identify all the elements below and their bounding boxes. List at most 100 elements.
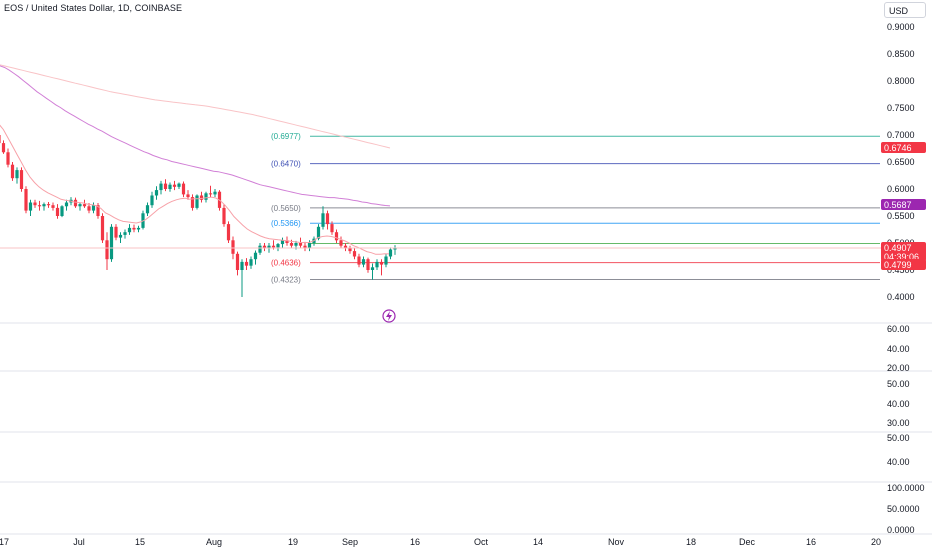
ema-badge-1-text: 0.6746: [884, 143, 912, 153]
candle-body: [181, 183, 186, 195]
candle-body: [132, 227, 136, 230]
candle-body: [276, 244, 280, 248]
candle-body: [199, 195, 204, 200]
candle-body: [100, 216, 105, 241]
candle-body: [46, 204, 51, 206]
candle-body: [393, 247, 397, 250]
candle-body: [168, 184, 172, 189]
candle-body: [118, 234, 123, 238]
lightning-icon: [386, 311, 392, 321]
candle-body: [280, 240, 285, 245]
candle-body: [253, 252, 258, 260]
time-axis-label: Dec: [739, 537, 756, 547]
ema-fast-line: [0, 124, 390, 255]
candle-body: [163, 183, 168, 189]
oscillator-pane-3-tick: 40.00: [887, 457, 910, 467]
replay-icon: [382, 309, 396, 323]
volume-pane-tick: 0.0000: [887, 525, 915, 535]
candle-body: [357, 256, 361, 265]
candle-body: [388, 249, 393, 257]
ema-badge-3: [881, 259, 926, 270]
candle-body: [51, 205, 55, 208]
candle-body: [244, 261, 249, 266]
candle-body: [60, 206, 64, 216]
candle-body: [339, 240, 343, 246]
oscillator-pane-2-tick: 30.00: [887, 418, 910, 428]
candle-body: [285, 240, 289, 243]
candle-body: [42, 204, 46, 207]
candle-body: [123, 232, 127, 235]
oscillator-pane-1-tick: 20.00: [887, 363, 910, 373]
candle-body: [82, 204, 87, 207]
candle-body: [73, 199, 78, 207]
candle-body: [249, 259, 253, 266]
candle-body: [271, 245, 276, 248]
time-axis-label: 18: [686, 537, 696, 547]
candle-body: [114, 226, 118, 238]
candle-body: [366, 259, 370, 270]
ema-slow-line: [0, 64, 391, 149]
time-axis-label: 20: [871, 537, 881, 547]
candle-body: [172, 184, 177, 187]
price-level-label: (0.4636): [271, 259, 301, 268]
candle-body: [55, 207, 60, 216]
candle-body: [87, 206, 91, 211]
candle-body: [145, 205, 150, 214]
candle-body: [298, 243, 303, 246]
candle-body: [33, 202, 37, 206]
time-axis-label: Jul: [73, 537, 85, 547]
candle-body: [226, 224, 231, 241]
time-axis-label: 15: [135, 537, 145, 547]
candle-body: [384, 256, 388, 265]
candle-body: [10, 164, 15, 179]
candle-body: [334, 232, 339, 241]
oscillator-pane-1-tick: 60.00: [887, 324, 910, 334]
candle-body: [240, 261, 244, 270]
candle-body: [195, 195, 199, 208]
time-axis-label: Oct: [474, 537, 489, 547]
candle-body: [186, 194, 190, 198]
candle-body: [258, 245, 262, 253]
ema-mid-line: [0, 65, 391, 207]
candle-body: [91, 205, 96, 211]
candle-body: [19, 170, 24, 189]
price-axis-label: 0.4000: [887, 292, 915, 302]
time-axis-label: 17: [0, 537, 9, 547]
price-axis-label: 0.8500: [887, 49, 915, 59]
time-axis-label: 19: [288, 537, 298, 547]
price-axis-label: 0.8000: [887, 76, 915, 86]
price-axis-label: 0.7000: [887, 130, 915, 140]
candle-body: [154, 190, 159, 196]
ema-badge-3-text: 0.4799: [884, 260, 912, 270]
candle-body: [190, 197, 195, 208]
ema-badge-2: [881, 199, 926, 210]
price-level-label: (0.6977): [271, 132, 301, 141]
currency-selector[interactable]: USD: [884, 2, 926, 18]
time-axis-label: 16: [410, 537, 420, 547]
candle-body: [352, 251, 357, 257]
candle-body: [0, 135, 1, 144]
price-level-label: (0.5650): [271, 204, 301, 213]
time-axis-label: 16: [806, 537, 816, 547]
candle-body: [222, 207, 226, 225]
oscillator-pane-2-tick: 40.00: [887, 399, 910, 409]
oscillator-pane-3-tick: 50.00: [887, 433, 910, 443]
candle-body: [361, 259, 366, 265]
last-price-badge-text: 04:39:06: [884, 252, 919, 262]
candle-body: [235, 253, 240, 270]
oscillator-pane-1-tick: 40.00: [887, 344, 910, 354]
candle-body: [105, 240, 109, 260]
price-axis-label: 0.5500: [887, 211, 915, 221]
candle-body: [64, 202, 69, 207]
price-level-label: (0.6470): [271, 160, 301, 169]
candle-body: [262, 245, 267, 249]
price-axis-label: 0.6000: [887, 184, 915, 194]
candle-body: [6, 152, 10, 165]
candle-body: [303, 245, 307, 249]
price-axis-label: 0.7500: [887, 103, 915, 113]
candle-body: [78, 204, 82, 207]
last-price-badge: [881, 242, 926, 261]
candle-body: [96, 205, 100, 216]
candle-body: [208, 193, 213, 195]
